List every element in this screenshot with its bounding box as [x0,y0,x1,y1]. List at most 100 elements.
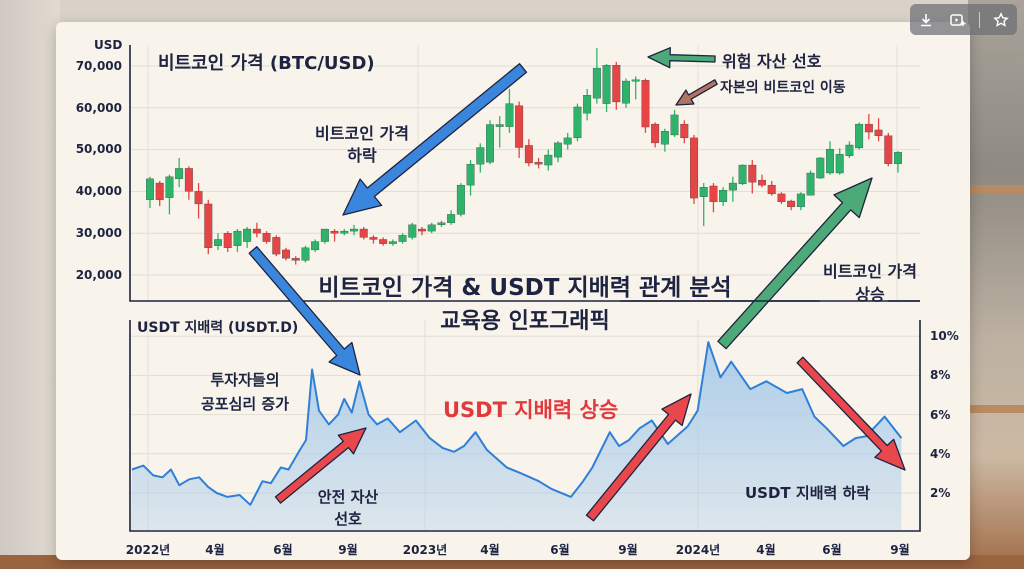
x-tick: 6월 [273,543,293,557]
shelf [968,405,1024,413]
fear-label: 투자자들의 [210,371,280,389]
candle-body [864,123,873,133]
candle-body [894,151,902,164]
candle-body [787,200,796,208]
price-y-tick: 50,000 [75,142,122,156]
candle-body [466,164,475,186]
download-icon[interactable] [915,9,937,31]
candle-body [777,193,786,203]
star-icon[interactable] [990,9,1012,31]
candle-body [641,80,650,128]
candle-body [359,228,368,238]
usdt-y-tick: 8% [930,368,951,382]
candle-body [340,230,349,234]
add-to-video-icon[interactable] [947,9,969,31]
main-subtitle: 교육용 인포그래픽 [440,309,610,334]
x-tick: 9월 [618,543,638,557]
x-tick: 2024년 [675,543,721,557]
candle-body [515,105,524,148]
candle-body [855,123,864,149]
candle-body [563,137,572,145]
fear-label-line2: 공포심리 증가 [200,395,290,413]
candle-body [690,137,698,199]
candle-body [204,203,213,248]
x-tick: 4월 [756,543,776,557]
safe-haven-label: 안전 자산 [317,488,379,506]
candle-body [699,187,708,197]
candle-body [602,65,611,104]
price-y-tick: 20,000 [75,268,122,282]
candle-body [223,233,232,248]
candle-body [291,258,300,261]
candle-body [447,214,456,223]
usdt-y-tick: 10% [930,329,959,343]
candle-body [456,184,465,215]
price-drop-label: 비트코인 가격 [315,124,409,143]
candle-body [476,147,485,165]
candle-body [651,123,660,144]
candle-body [806,172,815,196]
candle-body [660,131,669,145]
candle-body [282,249,290,259]
candle-body [408,224,417,238]
candle-body [835,154,844,174]
candle-body [437,222,446,225]
risk-on-arrow [647,47,716,69]
price-rise-label: 비트코인 가격 [823,262,917,281]
candle-body [583,95,592,114]
candle-body [826,149,834,174]
x-tick: 9월 [338,543,358,557]
usdt-rise-label: USDT 지배력 상승 [443,398,619,422]
candle-body [184,168,193,192]
price-rise-arrow [717,177,873,350]
candle-body [214,239,222,246]
candle-body [175,168,184,180]
usdt-y-tick: 4% [930,447,951,461]
candle-body [796,193,805,208]
x-tick: 9월 [890,543,910,557]
candle-body [816,157,825,179]
candle-body [758,179,766,186]
shelf [968,185,1024,193]
usdt-fall-arrow [796,356,906,471]
candle-body [728,182,737,191]
candle-body [146,178,154,200]
candle-body [418,228,426,232]
candle-body [544,154,553,166]
candle-body [680,123,689,139]
candle-body [884,135,893,164]
candle-body [301,247,310,261]
background-bookshelf [968,0,1024,569]
candle-body [320,228,329,242]
price-drop-label-line2: 하락 [347,146,377,165]
candle-body [534,161,543,165]
x-tick: 4월 [480,543,500,557]
toolbar-divider [979,11,980,28]
candle-body [243,228,252,242]
candle-body [554,142,562,158]
candle-body [622,80,630,104]
candle-body [330,230,339,234]
candle-body [505,103,514,127]
usdt-y-tick: 6% [930,408,951,422]
image-toolbar [910,4,1017,35]
fear-arrow [248,246,361,376]
safe-haven-label-line2: 선호 [334,510,362,528]
usdt-area-fill [131,342,902,530]
capital-flow-arrow [675,79,718,106]
safe-haven-arrow [274,427,367,504]
candle-body [233,230,242,246]
price-y-tick: 30,000 [75,226,122,240]
candle-body [874,129,883,136]
price-axis-unit: USD [94,38,123,52]
usdt-rise-arrow [585,393,692,522]
price-y-tick: 70,000 [75,59,122,73]
candle-body [719,189,728,202]
candle-body [388,241,397,244]
x-tick: 4월 [205,543,225,557]
x-tick: 6월 [822,543,842,557]
usdt-fall-label: USDT 지배력 하락 [745,484,871,502]
candle-body [379,239,388,244]
candle-body [262,233,271,242]
